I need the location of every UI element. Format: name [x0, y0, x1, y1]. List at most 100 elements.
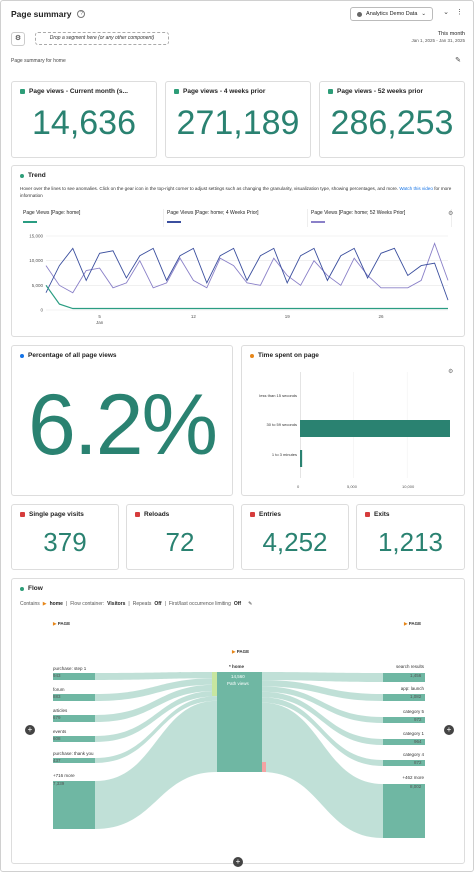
- column-label: PAGE: [236, 649, 250, 654]
- legend-label: Page Views [Page: home]: [23, 210, 81, 216]
- lock-icon: [20, 512, 25, 517]
- watch-video-link[interactable]: Watch this video: [399, 186, 433, 191]
- left-node-label[interactable]: +716 more: [53, 773, 75, 778]
- flow-title: Flow: [28, 585, 43, 592]
- report-suite-selector[interactable]: Analytics Demo Data ⌄: [350, 7, 433, 21]
- trend-legend: Page Views [Page: home] Page Views [Page…: [20, 209, 452, 227]
- left-node-label[interactable]: articles: [53, 708, 68, 713]
- bullet-icon: [250, 353, 254, 358]
- right-node-label[interactable]: app: launch: [400, 686, 424, 691]
- legend-label: Page Views [Page: home; 52 Weeks Prior]: [311, 210, 406, 216]
- kpi-title: Page views - Current month (s...: [29, 88, 128, 95]
- left-node-label[interactable]: events: [53, 729, 67, 734]
- flow-node-left: [53, 694, 95, 701]
- kpi-title: Page views - 52 weeks prior: [337, 88, 423, 95]
- column-label: PAGE: [57, 621, 71, 626]
- page-dimension-icon: ▶: [53, 621, 57, 626]
- flow-diagram[interactable]: [12, 579, 466, 865]
- right-node-value: 964: [414, 739, 422, 744]
- trend-card: Trend Hover over the lines to see anomal…: [11, 165, 465, 337]
- flow-link-out: [262, 686, 383, 723]
- legend-item[interactable]: Page Views [Page: home; 4 Weeks Prior]: [164, 209, 308, 227]
- left-node-label[interactable]: purchase: thank you: [53, 751, 94, 756]
- legend-swatch: [167, 221, 181, 223]
- flow-node-right: [383, 694, 425, 701]
- flow-settings-bar: Contains ▶ home | Flow container: Visito…: [20, 601, 252, 607]
- legend-item[interactable]: Page Views [Page: home; 52 Weeks Prior]: [308, 209, 452, 227]
- kpi-card[interactable]: Single page visits 379: [11, 504, 119, 570]
- date-range-selector[interactable]: This month Jan 1, 2025 - Jan 31, 2025: [411, 31, 465, 43]
- x-tick-label: 26: [378, 314, 384, 319]
- container-label: Flow container:: [70, 601, 105, 607]
- y-tick-label: 0: [40, 308, 43, 313]
- flow-node-right: [383, 717, 425, 723]
- flow-entry-marker: [212, 672, 217, 696]
- left-node-value: 437: [53, 758, 61, 763]
- kpi-value: 271,189: [176, 104, 300, 142]
- time-spent-bar-chart[interactable]: [300, 368, 460, 478]
- center-node-label[interactable]: * home: [229, 664, 245, 669]
- series-line-1: [45, 284, 448, 310]
- flow-node-left: [53, 758, 95, 763]
- column-label: PAGE: [408, 621, 422, 626]
- panel-title: Page summary: [11, 9, 72, 19]
- right-node-label[interactable]: search results: [395, 664, 424, 669]
- gear-icon[interactable]: ⚙: [448, 369, 454, 375]
- flow-link-in: [95, 684, 217, 722]
- kpi-title: Entries: [259, 511, 282, 518]
- flow-node-right: [383, 760, 425, 766]
- segment-filter-icon[interactable]: ⚙: [11, 32, 25, 46]
- kpi-card[interactable]: Page views - Current month (s... 14,636: [11, 81, 157, 158]
- add-panel-plus-icon[interactable]: +: [233, 857, 243, 867]
- edit-pencil-icon[interactable]: ✎: [455, 57, 461, 64]
- expand-right-plus-icon[interactable]: +: [444, 725, 454, 735]
- kpi-card[interactable]: Entries 4,252: [241, 504, 349, 570]
- right-node-label[interactable]: category 4: [402, 752, 424, 757]
- panel-header: Page summary ?: [1, 1, 473, 27]
- right-node-label[interactable]: category 1: [402, 731, 424, 736]
- trend-title: Trend: [28, 172, 46, 179]
- left-node-label[interactable]: forum: [53, 687, 65, 692]
- more-options-icon[interactable]: ⋮: [456, 9, 463, 16]
- left-node-value: 883: [53, 694, 61, 699]
- kpi-card[interactable]: Reloads 72: [126, 504, 234, 570]
- x-month-label: Jan: [96, 320, 104, 325]
- kpi-card[interactable]: Page views - 4 weeks prior 271,189: [165, 81, 311, 158]
- flow-link-out: [262, 691, 383, 745]
- flow-link-in: [95, 696, 217, 763]
- contains-value[interactable]: home: [49, 601, 63, 607]
- container-value[interactable]: Visitors: [107, 601, 126, 607]
- date-range: Jan 1, 2025 - Jan 31, 2025: [411, 38, 465, 43]
- series-line-2: [45, 247, 449, 301]
- right-node-label[interactable]: category 5: [402, 709, 424, 714]
- kpi-card[interactable]: Exits 1,213: [356, 504, 465, 570]
- flow-node-right: [383, 673, 425, 682]
- kpi-card[interactable]: Page views - 52 weeks prior 286,253: [319, 81, 465, 158]
- center-node-sub: Path views: [227, 681, 249, 686]
- trend-line-chart[interactable]: 0 5,000 10,000 15,000 5 12 19 26 Jan: [16, 228, 456, 332]
- bar-label: 1 to 3 minutes: [271, 452, 297, 457]
- lock-icon: [135, 512, 140, 517]
- edit-pencil-icon[interactable]: ✎: [248, 601, 253, 607]
- first-last-value[interactable]: Off: [233, 601, 242, 607]
- chevron-down-icon: ⌄: [421, 11, 426, 17]
- lock-icon: [365, 512, 370, 517]
- collapse-chevron-icon[interactable]: ⌄: [443, 9, 449, 16]
- gear-icon[interactable]: ⚙: [448, 211, 454, 217]
- right-node-label[interactable]: +462 more: [402, 775, 424, 780]
- flow-node-right: [383, 739, 425, 745]
- kpi-value: 14,636: [32, 104, 136, 142]
- segment-drop-zone[interactable]: Drop a segment here (or any other compon…: [35, 32, 169, 45]
- left-node-label[interactable]: purchase: step 1: [53, 666, 87, 671]
- page-summary-label: Page summary for home: [11, 58, 66, 64]
- flow-link-out: [262, 702, 383, 838]
- help-icon[interactable]: ?: [77, 10, 86, 18]
- percentage-card[interactable]: Percentage of all page views 6.2%: [11, 345, 233, 496]
- legend-item[interactable]: Page Views [Page: home]: [20, 209, 164, 227]
- report-suite-label: Analytics Demo Data: [366, 11, 418, 17]
- legend-swatch: [311, 221, 325, 223]
- repeats-value[interactable]: Off: [154, 601, 162, 607]
- expand-left-plus-icon[interactable]: +: [25, 725, 35, 735]
- flow-node-left: [53, 781, 95, 829]
